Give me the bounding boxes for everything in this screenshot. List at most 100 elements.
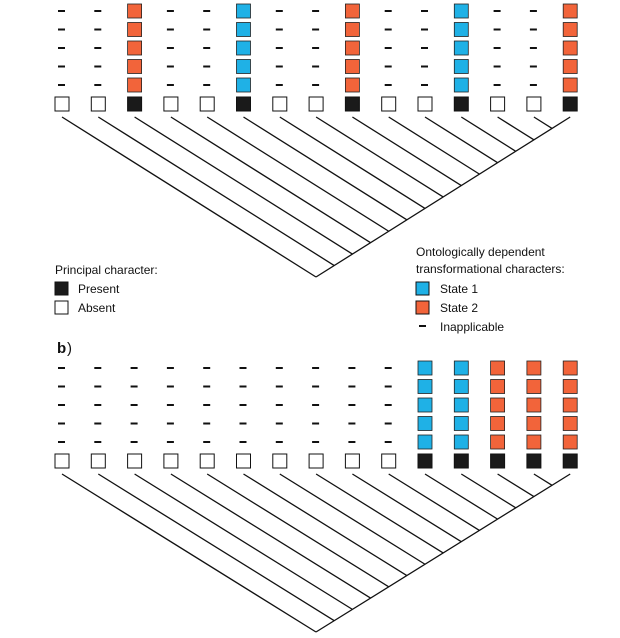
inapplicable-dash (203, 65, 211, 68)
tree-branch (279, 116, 426, 209)
inapplicable-dash (493, 84, 501, 86)
principal-absent-cell (163, 96, 179, 112)
tree-branch (97, 473, 335, 622)
inapplicable-dash (130, 367, 138, 369)
inapplicable-dash (203, 10, 211, 12)
inapplicable-dash (166, 367, 174, 369)
state2-cell (127, 59, 142, 74)
inapplicable-dash (94, 65, 102, 68)
state1-cell (453, 3, 469, 19)
legend-inapplicable-dash (419, 325, 426, 327)
tree-branch (533, 473, 553, 486)
state1-cell (236, 77, 251, 93)
tree-branch (243, 116, 408, 221)
state2-cell (526, 397, 542, 413)
state1-cell (453, 360, 469, 376)
inapplicable-dash (384, 65, 392, 68)
principal-present-cell (127, 96, 143, 112)
inapplicable-dash (421, 28, 428, 31)
legend-absent-swatch (54, 300, 69, 315)
state1-cell (417, 360, 433, 376)
inapplicable-dash (275, 404, 283, 406)
state2-cell (344, 59, 360, 74)
state2-cell (526, 360, 542, 376)
inapplicable-dash (58, 47, 65, 49)
state2-cell (562, 416, 578, 431)
principal-absent-cell (344, 453, 360, 469)
inapplicable-dash (312, 385, 320, 388)
inapplicable-dash (348, 367, 356, 369)
tree-branch (134, 473, 353, 610)
tree-branch (460, 473, 517, 509)
state1-cell (453, 379, 469, 394)
state1-cell (453, 77, 469, 93)
inapplicable-dash (94, 47, 102, 49)
inapplicable-dash (166, 404, 174, 406)
inapplicable-dash (312, 84, 320, 86)
inapplicable-dash (130, 404, 138, 406)
principal-absent-cell (381, 96, 397, 112)
state2-cell (526, 379, 542, 394)
inapplicable-dash (275, 65, 283, 68)
panel-b (54, 360, 578, 633)
inapplicable-dash (312, 441, 320, 443)
principal-absent-cell (199, 453, 215, 469)
inapplicable-dash (58, 441, 65, 443)
inapplicable-dash (203, 385, 211, 388)
tree-branch (97, 116, 335, 267)
principal-absent-cell (54, 453, 70, 469)
tree-branch (279, 473, 426, 565)
state2-cell (344, 40, 360, 56)
state2-cell (562, 379, 578, 394)
inapplicable-dash (130, 441, 138, 443)
principal-absent-cell (236, 453, 251, 469)
inapplicable-dash (58, 404, 65, 406)
inapplicable-dash (275, 441, 283, 443)
inapplicable-dash (239, 441, 247, 443)
principal-absent-cell (308, 453, 324, 469)
tree-branch-spine-left (61, 473, 317, 633)
inapplicable-dash (529, 84, 537, 86)
inapplicable-dash (493, 28, 501, 31)
inapplicable-dash (529, 28, 537, 31)
inapplicable-dash (94, 385, 102, 388)
tree-branch (497, 116, 535, 141)
tree-branch (352, 116, 462, 187)
principal-absent-cell (54, 96, 70, 112)
state2-cell (562, 360, 578, 376)
legend-inapplicable-label: Inapplicable (440, 320, 504, 334)
state2-cell (490, 360, 506, 376)
state2-cell (490, 397, 506, 413)
state2-cell (562, 77, 578, 93)
legend-state1-label: State 1 (440, 282, 478, 296)
principal-absent-cell (417, 96, 433, 112)
principal-absent-cell (490, 96, 506, 112)
state2-cell (562, 40, 578, 56)
principal-present-cell (490, 453, 506, 469)
inapplicable-dash (348, 441, 356, 443)
inapplicable-dash (203, 422, 211, 425)
inapplicable-dash (384, 84, 392, 86)
principal-present-cell (562, 453, 578, 469)
state1-cell (453, 416, 469, 431)
tree-branch (388, 473, 480, 531)
state2-cell (562, 59, 578, 74)
inapplicable-dash (203, 404, 211, 406)
inapplicable-dash (239, 385, 247, 388)
legend-principal: Principal character: Present Absent (54, 263, 158, 315)
inapplicable-dash (239, 404, 247, 406)
panel-b-paren: ) (67, 340, 72, 357)
legend-state1-swatch (415, 281, 430, 296)
legend-dependent-title-1: Ontologically dependent (416, 245, 545, 259)
legend-principal-title: Principal character: (55, 263, 158, 277)
inapplicable-dash (275, 28, 283, 31)
tree-branch (206, 116, 390, 232)
inapplicable-dash (94, 10, 102, 12)
inapplicable-dash (239, 367, 247, 369)
tree-branch (170, 473, 371, 599)
inapplicable-dash (384, 47, 392, 49)
inapplicable-dash (58, 367, 65, 369)
inapplicable-dash (493, 10, 501, 12)
inapplicable-dash (384, 404, 392, 406)
